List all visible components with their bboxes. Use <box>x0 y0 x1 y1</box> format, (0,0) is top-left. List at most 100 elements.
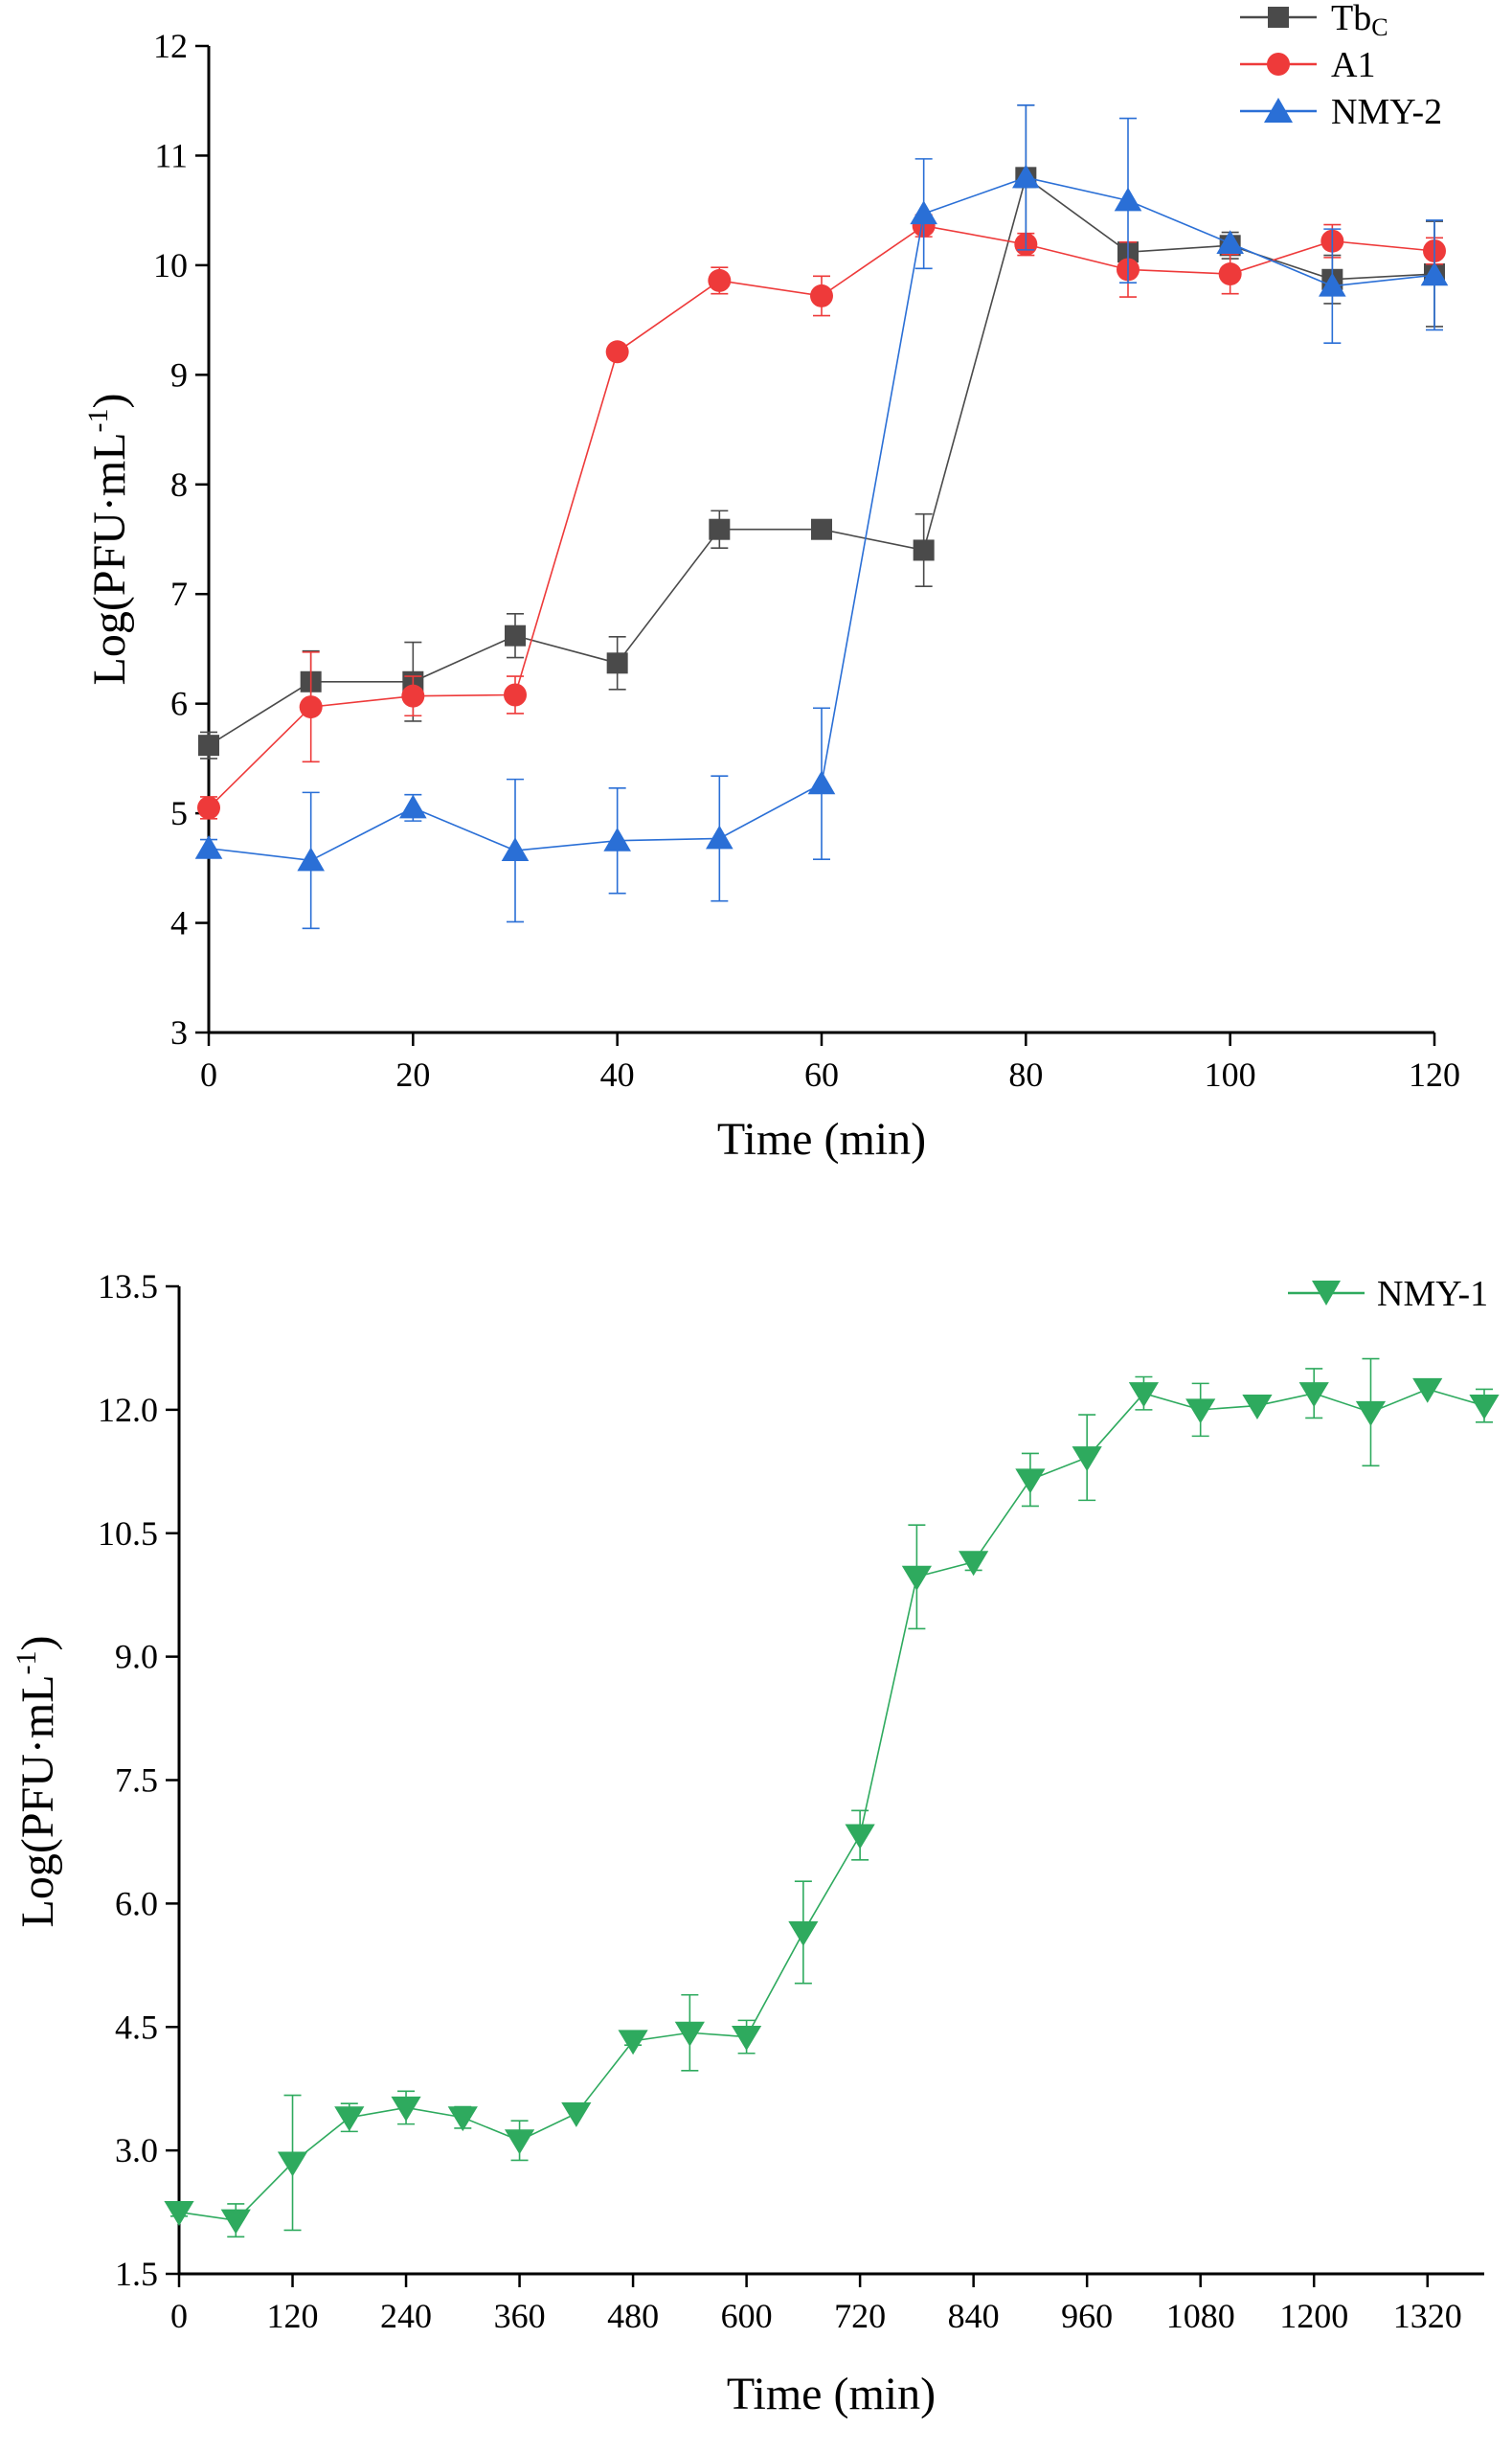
axis-ticks <box>195 44 1436 1046</box>
y-tick-label: 5 <box>170 794 188 832</box>
x-tick-label: 0 <box>170 2297 188 2335</box>
data-point-NMY-2 <box>807 770 836 795</box>
data-point-NMY-1 <box>1355 1400 1387 1426</box>
legend-item-NMY-2: NMY-2 <box>1240 92 1442 132</box>
y-tick-label: 9 <box>170 355 188 394</box>
x-axis-title: Time (min) <box>717 1114 926 1165</box>
data-point-NMY-1 <box>391 2096 421 2122</box>
series-NMY-1 <box>164 1357 1500 2238</box>
x-tick-label: 480 <box>607 2297 659 2335</box>
data-point-NMY-2 <box>1216 230 1244 254</box>
legend-marker-A1 <box>1267 53 1290 76</box>
data-point-NMY-1 <box>788 1920 819 1946</box>
data-point-NMY-1 <box>674 2021 705 2047</box>
x-tick-label: 240 <box>380 2297 432 2335</box>
y-tick-label: 10 <box>153 246 188 284</box>
legend-marker-NMY-1 <box>1312 1281 1341 1305</box>
data-point-A1 <box>810 284 833 307</box>
data-point-Tbc <box>606 652 628 674</box>
y-tick-label: 7 <box>170 575 188 613</box>
y-tick-label: 4.5 <box>115 2008 158 2046</box>
series-NMY-2 <box>194 104 1449 930</box>
x-tick-label: 1320 <box>1393 2297 1462 2335</box>
x-tick-label: 100 <box>1205 1056 1256 1094</box>
data-point-NMY-1 <box>618 2030 648 2055</box>
data-point-NMY-2 <box>194 834 223 859</box>
series-Tbc <box>198 104 1445 760</box>
y-tick-label: 13.5 <box>98 1267 158 1305</box>
y-tick-label: 3 <box>170 1013 188 1052</box>
y-tick-label: 8 <box>170 465 188 504</box>
data-point-NMY-2 <box>1114 187 1142 212</box>
data-point-NMY-1 <box>447 2106 478 2132</box>
data-point-NMY-2 <box>1420 261 1449 286</box>
x-tick-label: 1080 <box>1166 2297 1235 2335</box>
x-tick-label: 720 <box>834 2297 886 2335</box>
series-layer <box>194 104 1449 930</box>
y-tick-label: 6 <box>170 685 188 723</box>
axis-tick-labels: 0 120 240 360 480 600 720 840 960 1080 1200 1320 1.5… <box>98 1267 1462 2335</box>
y-tick-label: 7.5 <box>115 1761 158 1800</box>
data-point-Tbc <box>505 624 526 647</box>
y-tick-label: 3.0 <box>115 2131 158 2169</box>
axis-tick-labels: 0 20 40 60 80 100 120 3 4 5 6 7 8 9 10 11 12 <box>153 27 1460 1094</box>
data-point-NMY-1 <box>1412 1377 1443 1403</box>
data-point-A1 <box>197 796 220 820</box>
data-point-NMY-1 <box>1242 1395 1273 1419</box>
x-tick-label: 120 <box>1409 1056 1460 1094</box>
legend-item-NMY-1: NMY-1 <box>1288 1274 1488 1314</box>
data-point-A1 <box>299 695 323 719</box>
data-point-NMY-1 <box>1072 1446 1102 1472</box>
data-point-A1 <box>504 683 527 707</box>
x-tick-label: 840 <box>948 2297 1000 2335</box>
legend-label-A1: A1 <box>1331 45 1375 85</box>
data-point-NMY-2 <box>297 847 325 872</box>
data-point-NMY-1 <box>1185 1398 1216 1424</box>
data-point-NMY-1 <box>334 2106 365 2132</box>
y-tick-label: 11 <box>154 136 188 174</box>
x-tick-label: 960 <box>1061 2297 1113 2335</box>
data-point-NMY-1 <box>220 2209 251 2235</box>
data-point-NMY-1 <box>1469 1395 1500 1419</box>
x-tick-label: 40 <box>600 1056 635 1094</box>
y-tick-label: 10.5 <box>98 1514 158 1553</box>
data-point-NMY-1 <box>277 2151 308 2177</box>
data-point-NMY-1 <box>561 2101 592 2127</box>
data-point-NMY-2 <box>706 825 733 850</box>
x-tick-label: 80 <box>1008 1056 1043 1094</box>
axis-ticks <box>166 1284 1429 2287</box>
data-point-NMY-1 <box>845 1824 875 1850</box>
y-axis-title: Log(PFU·mL-1) <box>82 394 135 686</box>
y-tick-label: 4 <box>170 904 188 942</box>
y-tick-label: 9.0 <box>115 1638 158 1676</box>
data-point-NMY-2 <box>910 200 937 225</box>
x-tick-label: 60 <box>804 1056 839 1094</box>
data-point-Tbc <box>913 539 935 561</box>
data-point-NMY-1 <box>1128 1382 1160 1408</box>
data-point-A1 <box>1218 262 1242 286</box>
data-point-NMY-1 <box>1298 1382 1329 1408</box>
data-point-A1 <box>605 340 629 364</box>
series-layer <box>164 1357 1500 2238</box>
x-axis-title: Time (min) <box>727 2369 936 2419</box>
data-point-Tbc <box>811 518 832 540</box>
data-point-NMY-2 <box>399 794 427 819</box>
data-point-Tbc <box>198 735 219 757</box>
x-tick-label: 0 <box>200 1056 217 1094</box>
x-tick-label: 120 <box>267 2297 319 2335</box>
data-point-A1 <box>708 268 732 292</box>
legend-label-NMY-1: NMY-1 <box>1377 1274 1488 1314</box>
legend-marker-Tbc <box>1268 7 1289 28</box>
plot-area: 0 120 240 360 480 600 720 840 960 1080 1200 1320 1.5… <box>98 1267 1500 2335</box>
y-tick-label: 1.5 <box>115 2255 158 2293</box>
series-line-NMY-1 <box>178 1388 1485 2222</box>
legend-label-NMY-2: NMY-2 <box>1331 92 1442 132</box>
data-point-A1 <box>401 684 425 708</box>
legend-marker-NMY-2 <box>1264 98 1293 123</box>
data-point-NMY-1 <box>732 2026 762 2051</box>
legend-item-A1: A1 <box>1240 45 1375 85</box>
data-point-NMY-1 <box>504 2129 535 2155</box>
chart-bottom: 0 120 240 360 480 600 720 840 960 1080 1200 1320 1.5… <box>11 1267 1500 2419</box>
y-tick-label: 12 <box>153 27 188 65</box>
